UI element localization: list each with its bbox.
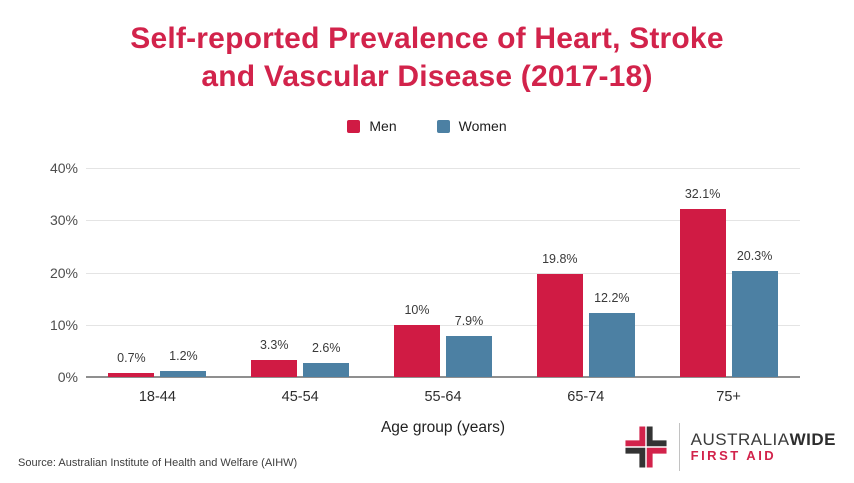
first-aid-cross-icon (625, 426, 667, 468)
x-tick-label-45-54: 45-54 (281, 389, 319, 405)
y-tick-label-10%: 10% (49, 316, 78, 333)
chart-title: Self-reported Prevalence of Heart, Strok… (0, 20, 854, 96)
y-tick-label-40%: 40% (49, 160, 78, 176)
x-tick-label-55-64: 55-64 (424, 389, 462, 405)
value-label-women-45-54: 2.6% (311, 341, 341, 356)
logo-text: AUSTRALIAWIDE FIRST AID (691, 430, 836, 464)
bar-men-18-44 (108, 373, 155, 377)
logo-subtitle: FIRST AID (690, 448, 777, 464)
value-label-men-45-54: 3.3% (259, 337, 289, 352)
gridline-30 (86, 220, 800, 222)
bar-men-45-54 (251, 359, 298, 377)
value-label-men-75+: 32.1% (684, 187, 721, 202)
women-legend-swatch (436, 119, 450, 133)
x-tick-label-75+: 75+ (716, 389, 741, 405)
logo-name-bold: WIDE (789, 429, 836, 449)
x-tick-label-18-44: 18-44 (138, 389, 176, 405)
value-label-women-55-64: 7.9% (454, 313, 484, 328)
bar-women-75+ (731, 270, 778, 377)
bar-women-18-44 (160, 370, 207, 377)
gridline-40 (86, 168, 800, 169)
bar-men-75+ (679, 209, 726, 377)
men-legend-label: Men (369, 118, 397, 134)
x-axis-title: Age group (years) (380, 419, 506, 436)
value-label-women-18-44: 1.2% (169, 348, 198, 363)
bar-women-55-64 (446, 335, 492, 377)
chart-title-line2: and Vascular Disease (2017-18) (201, 60, 653, 93)
value-label-men-65-74: 19.8% (542, 251, 578, 266)
bar-men-65-74 (536, 273, 583, 377)
legend-entry-women: Women (436, 118, 507, 134)
y-tick-label-0%: 0% (57, 369, 78, 385)
value-label-women-75+: 20.3% (736, 248, 773, 263)
source-note: Source: Australian Institute of Health a… (18, 457, 298, 469)
women-legend-label: Women (458, 118, 507, 134)
value-label-men-55-64: 10% (404, 302, 430, 317)
legend: Men Women (0, 118, 854, 134)
bar-men-55-64 (394, 324, 440, 377)
logo-name-regular: AUSTRALIA (690, 429, 790, 449)
y-tick-label-20%: 20% (49, 264, 78, 281)
bar-women-65-74 (588, 313, 635, 377)
y-tick-label-30%: 30% (49, 212, 78, 229)
value-label-women-65-74: 12.2% (594, 291, 630, 306)
legend-entry-men: Men (347, 118, 397, 134)
bar-women-45-54 (303, 363, 350, 377)
gridline-20 (86, 272, 800, 274)
gridline-10 (86, 324, 800, 326)
men-legend-swatch (347, 119, 361, 133)
chart-title-line1: Self-reported Prevalence of Heart, Strok… (130, 22, 724, 55)
x-tick-label-65-74: 65-74 (567, 389, 605, 405)
x-axis-baseline (86, 376, 800, 378)
logo-divider (678, 423, 680, 471)
value-label-men-18-44: 0.7% (117, 351, 146, 366)
australia-wide-first-aid-logo: AUSTRALIAWIDE FIRST AID (624, 423, 836, 471)
logo-name: AUSTRALIAWIDE (691, 430, 836, 450)
